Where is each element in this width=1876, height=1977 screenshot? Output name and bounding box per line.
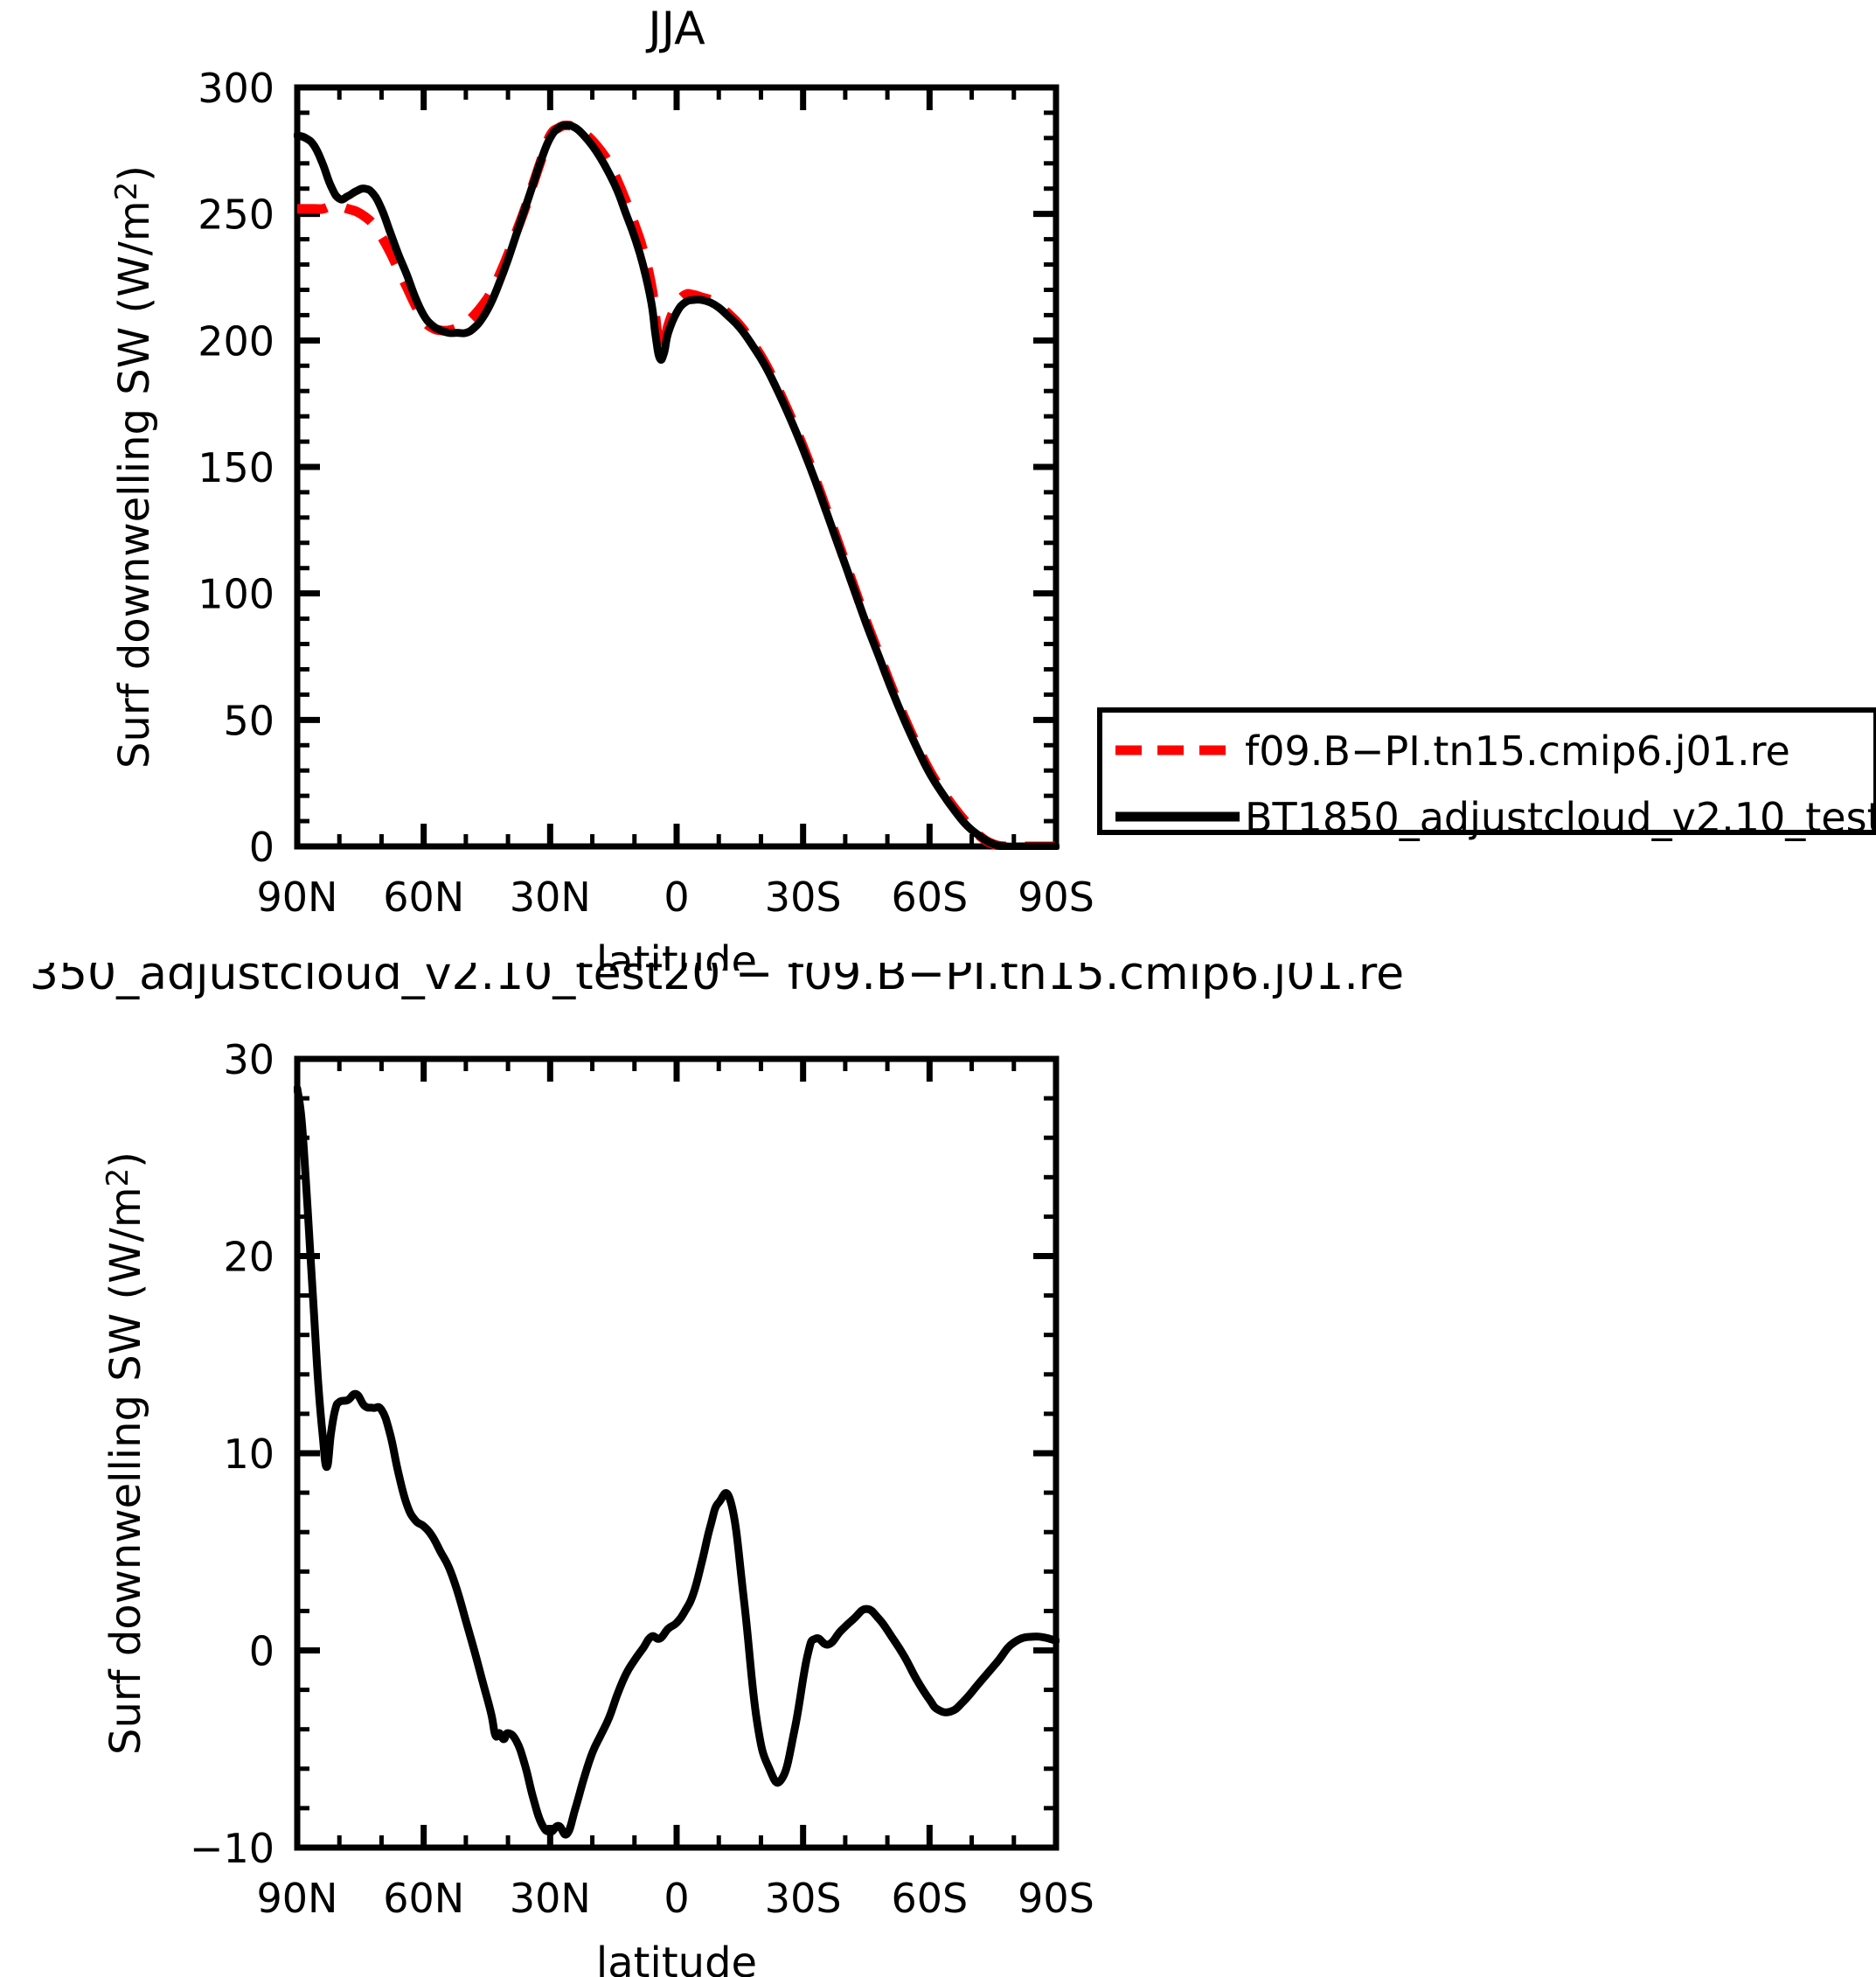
x-tick-label: 0 [664, 1875, 689, 1922]
y-tick-label: 20 [223, 1234, 274, 1281]
series-group [294, 120, 1060, 850]
y-tick-label: 10 [223, 1431, 274, 1478]
y-tick-label: 100 [198, 571, 274, 618]
plot-frame [294, 1055, 1060, 1851]
x-axis-label: latitude [596, 1939, 757, 1977]
y-tick-label: 200 [198, 317, 274, 365]
series-line-black-solid [294, 1084, 1060, 1839]
y-tick-label: 250 [198, 191, 274, 239]
panel-title: JJA [645, 3, 705, 55]
y-axis-label: Surf downwelling SW (W/m2) [101, 1152, 150, 1755]
x-tick-label: 30S [765, 1875, 842, 1922]
plot-frame [294, 84, 1060, 850]
x-tick-label: 90N [257, 874, 338, 921]
x-tick-label: 90S [1018, 874, 1094, 921]
x-tick-label: 90N [257, 1875, 338, 1922]
legend: f09.B−PI.tn15.cmip6.j01.re BT1850_adjustc… [1097, 707, 1876, 841]
x-tick-label: 60S [891, 1875, 968, 1922]
y-tick-label: 150 [198, 444, 274, 491]
panel-bottom-svg: 90N 60N 30N 0 30S 60S 90S −10 0 10 20 30 latitude Sur… [30, 963, 1404, 1977]
plot-area: 90N 60N 30N 0 30S 60S 90S −10 0 10 20 30 latitude Sur… [30, 963, 1404, 1977]
x-tick-label: 60N [383, 874, 464, 921]
x-axis-label: latitude [596, 937, 757, 971]
y-tick-label: 300 [198, 65, 274, 112]
x-tick-label: 60S [891, 874, 968, 921]
y-tick-label: 30 [223, 1036, 274, 1083]
legend-label-1: BT1850_adjustcloud_v2.10_test20 [1245, 794, 1876, 841]
x-tick-label: 60N [383, 1875, 464, 1922]
y-tick-label: 0 [249, 1628, 274, 1675]
series-line-black-solid [294, 121, 1060, 850]
plot-area: 90N 60N 30N 0 30S 60S 90S 0 50 100 150 200 250 300 lat… [109, 3, 1876, 971]
series-line-red-dashed [296, 120, 1056, 850]
x-tick-label: 30S [765, 874, 842, 921]
legend-label-0: f09.B−PI.tn15.cmip6.j01.re [1245, 727, 1790, 775]
panel-title: 350_adjustcloud_v2.10_test20 − f09.B−PI.… [30, 963, 1404, 1000]
series-group [294, 1084, 1060, 1839]
x-tick-label: 90S [1018, 1875, 1094, 1922]
y-tick-label: 0 [249, 824, 274, 871]
panel-top-svg: 90N 60N 30N 0 30S 60S 90S 0 50 100 150 200 250 300 lat… [109, 3, 1876, 971]
y-axis-label: Surf downwelling SW (W/m2) [109, 165, 159, 769]
y-tick-label: −10 [190, 1825, 274, 1872]
x-tick-label: 30N [510, 1875, 591, 1922]
x-tick-label: 0 [664, 874, 689, 921]
x-tick-label: 30N [510, 874, 591, 921]
y-tick-label: 50 [223, 697, 274, 744]
